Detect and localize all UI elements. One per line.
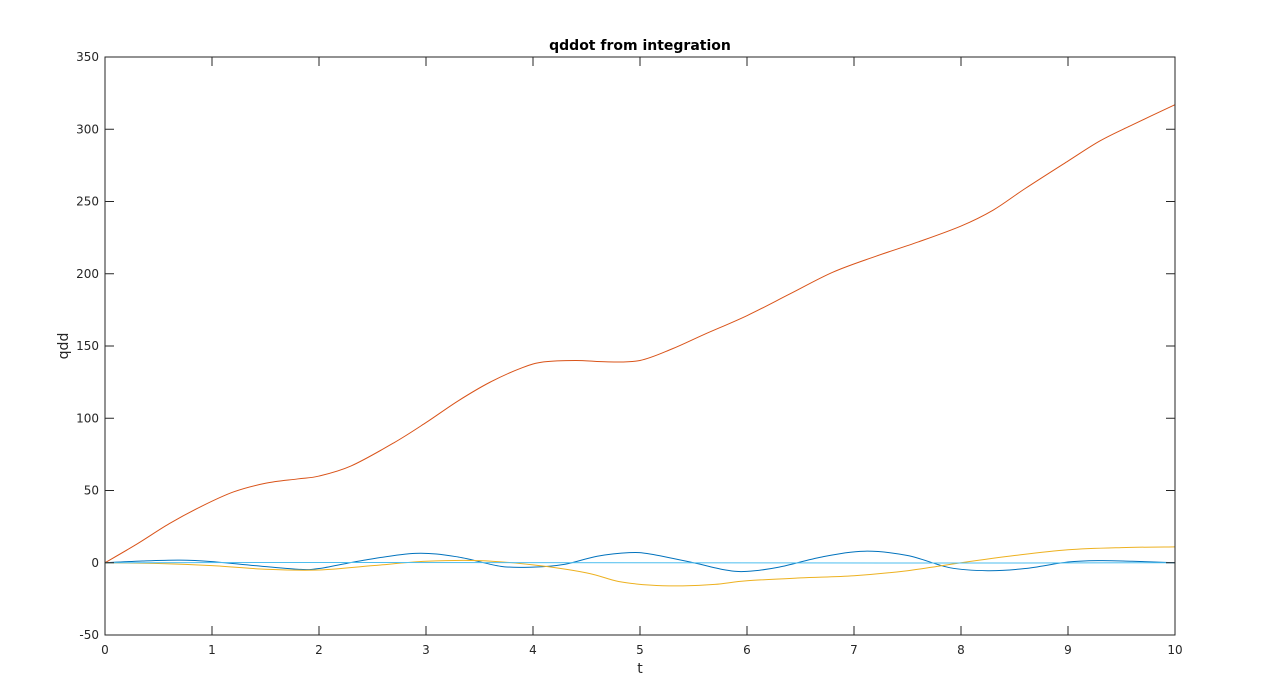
y-tick-label: 100 — [76, 411, 99, 425]
x-tick-label: 0 — [101, 643, 109, 657]
chart-title: qddot from integration — [549, 38, 731, 54]
series-line-4 — [104, 561, 1176, 564]
y-tick-label: 350 — [76, 50, 99, 64]
y-tick-label: 50 — [84, 484, 99, 498]
x-tick-label: 8 — [957, 643, 965, 657]
y-tick-label: 0 — [91, 556, 99, 570]
y-tick-label: -50 — [79, 628, 99, 642]
x-tick-label: 9 — [1064, 643, 1072, 657]
series-line-2 — [104, 104, 1176, 564]
x-tick-label: 1 — [208, 643, 216, 657]
x-tick-label: 10 — [1167, 643, 1182, 657]
x-tick-label: 6 — [743, 643, 751, 657]
x-tick-label: 5 — [636, 643, 644, 657]
y-tick-label: 250 — [76, 195, 99, 209]
series-line-3 — [104, 546, 1176, 587]
x-tick-label: 4 — [529, 643, 537, 657]
plot-frame — [104, 56, 1176, 636]
series-line-1 — [104, 550, 1176, 573]
y-tick-label: 200 — [76, 267, 99, 281]
x-tick-label: 3 — [422, 643, 430, 657]
y-axis-label: qdd — [56, 333, 72, 360]
x-tick-label: 2 — [315, 643, 323, 657]
x-axis-label: t — [637, 661, 643, 677]
series-layer — [104, 104, 1176, 587]
y-tick-label: 300 — [76, 122, 99, 136]
y-tick-label: 150 — [76, 339, 99, 353]
x-tick-label: 7 — [850, 643, 858, 657]
